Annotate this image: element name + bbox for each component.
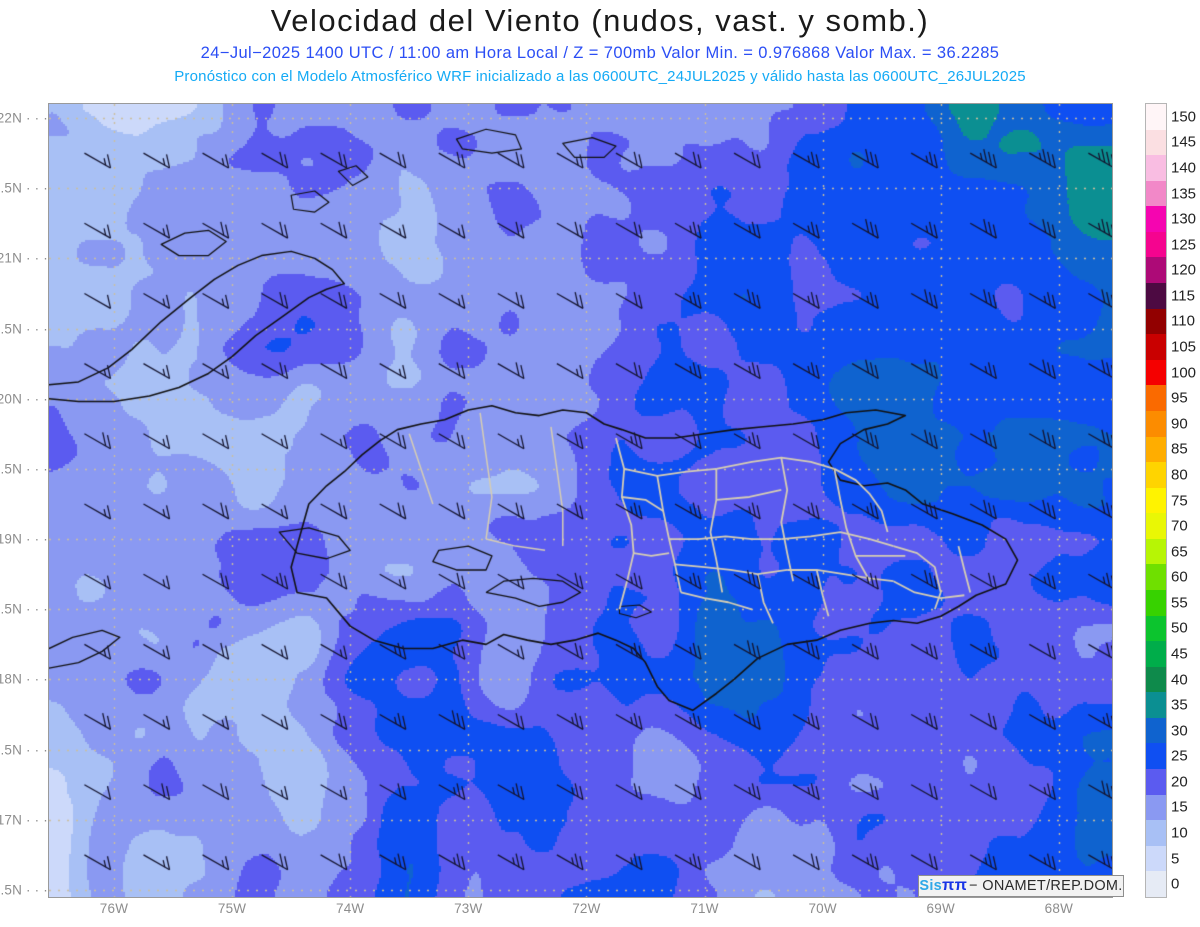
chart-subtitle-primary: 24−Jul−2025 1400 UTC / 11:00 am Hora Loc… (200, 44, 1000, 62)
colorbar-tick: 120 (1171, 261, 1197, 279)
colorbar-swatch (1146, 538, 1166, 565)
colorbar-tick: 5 (1171, 850, 1180, 868)
colorbar-tick: 20 (1171, 773, 1188, 791)
colorbar-tick: 80 (1171, 466, 1188, 484)
colorbar-tick: 135 (1171, 185, 1197, 203)
colorbar-swatch (1146, 231, 1166, 258)
colorbar-tick: 115 (1171, 287, 1195, 305)
colorbar-tick: 75 (1171, 492, 1188, 509)
colorbar-tick: 45 (1171, 645, 1188, 663)
lat-tick-label: 9.5N · · · (0, 461, 48, 477)
colorbar-tick: 70 (1171, 517, 1188, 535)
colorbar-swatch (1146, 155, 1166, 181)
lon-tick-label: 71W (690, 901, 719, 916)
lon-tick-label: 75W (217, 901, 247, 916)
lat-tick-label: 6.5N · · · (0, 882, 48, 898)
colorbar-swatch (1146, 871, 1166, 897)
chart-header: Velocidad del Viento (nudos, vast. y som… (0, 0, 1200, 96)
colorbar-tick: 0 (1171, 875, 1180, 893)
colorbar-tick: 35 (1171, 696, 1188, 714)
colorbar-swatch (1146, 692, 1166, 718)
colorbar-swatch (1146, 820, 1166, 846)
colorbar-tick: 145 (1171, 133, 1197, 151)
colorbar-tick: 85 (1171, 440, 1188, 458)
attribution-badge: Sis ππ − ONAMET/REP.DOM. (918, 875, 1124, 897)
colorbar-tick: 10 (1171, 824, 1188, 842)
colorbar-tick: 100 (1171, 364, 1197, 382)
colorbar-tick: 25 (1171, 747, 1188, 765)
colorbar-tick: 90 (1171, 415, 1188, 433)
colorbar-swatch (1146, 487, 1166, 514)
colorbar-tick: 140 (1171, 159, 1197, 177)
page-title: Velocidad del Viento (nudos, vast. y som… (270, 3, 930, 38)
colorbar-swatch (1146, 769, 1166, 795)
colorbar-swatch (1146, 257, 1166, 284)
colorbar-swatch (1146, 794, 1166, 821)
colorbar-tick: 40 (1171, 671, 1188, 689)
lat-tick-label: 17N · · · (0, 812, 48, 828)
colorbar-swatch (1146, 743, 1166, 770)
wind-speed-heatmap (49, 104, 1112, 897)
attribution-pi-icon: ππ (942, 877, 968, 894)
colorbar-tick: 95 (1171, 389, 1188, 407)
attribution-org: − ONAMET/REP.DOM. (969, 878, 1123, 894)
lat-tick-label: 7.5N · · · (0, 742, 48, 758)
colorbar-swatch (1146, 334, 1166, 360)
lat-tick-label: 1.5N · · · (0, 180, 48, 196)
lon-tick-label: 74W (335, 901, 365, 916)
colorbar-tick: 55 (1171, 594, 1188, 612)
lon-tick-label: 69W (926, 901, 955, 916)
colorbar-tick: 15 (1171, 798, 1188, 816)
colorbar-swatch (1146, 129, 1166, 156)
colorbar-swatch (1146, 308, 1166, 335)
lat-tick-label: 18N · · · (0, 671, 48, 687)
colorbar-swatch (1146, 462, 1166, 488)
colorbar-swatch (1146, 615, 1166, 642)
colorbar-swatch (1146, 845, 1166, 872)
colorbar-tick: 50 (1171, 619, 1188, 637)
lon-tick-label: 70W (808, 901, 837, 916)
colorbar-swatch (1146, 666, 1166, 693)
colorbar-tick: 105 (1171, 338, 1197, 356)
chart-subtitle-model: Pronóstico con el Modelo Atmosférico WRF… (174, 68, 1026, 85)
colorbar-swatch (1146, 283, 1166, 309)
lat-tick-label: 21N · · · (0, 250, 48, 266)
colorbar-swatch (1146, 641, 1166, 667)
colorbar-swatch (1146, 717, 1166, 744)
lat-tick-label: 19N · · · (0, 531, 48, 547)
lon-tick-label: 73W (454, 901, 483, 916)
colorbar-swatch (1146, 180, 1166, 207)
colorbar-tick: 30 (1171, 722, 1188, 740)
attribution-sis: Sis (919, 878, 943, 894)
colorbar (1145, 103, 1167, 898)
lat-tick-label: 0.5N · · · (0, 321, 48, 337)
colorbar-tick: 125 (1171, 236, 1197, 254)
colorbar-swatch (1146, 359, 1166, 386)
colorbar-swatch (1146, 564, 1166, 590)
colorbar-tick: 150 (1171, 108, 1197, 126)
lat-tick-label: 8.5N · · · (0, 601, 48, 617)
colorbar-tick: 110 (1171, 312, 1195, 330)
colorbar-tick: 65 (1171, 543, 1188, 561)
lat-tick-label: 20N · · · (0, 391, 48, 407)
colorbar-swatch (1146, 436, 1166, 463)
lat-tick-label: 22N · · · (0, 110, 48, 126)
colorbar-swatch (1146, 385, 1166, 411)
lon-tick-label: 76W (99, 901, 129, 916)
colorbar-tick: 60 (1171, 568, 1188, 586)
colorbar-tick: 130 (1171, 210, 1197, 228)
map-plot-area[interactable] (48, 103, 1113, 898)
colorbar-swatch (1146, 410, 1166, 437)
colorbar-swatch (1146, 104, 1166, 130)
colorbar-swatch (1146, 206, 1166, 232)
lon-tick-label: 68W (1044, 901, 1074, 916)
colorbar-swatch (1146, 513, 1166, 539)
lon-tick-label: 72W (572, 901, 601, 916)
colorbar-swatch (1146, 589, 1166, 616)
